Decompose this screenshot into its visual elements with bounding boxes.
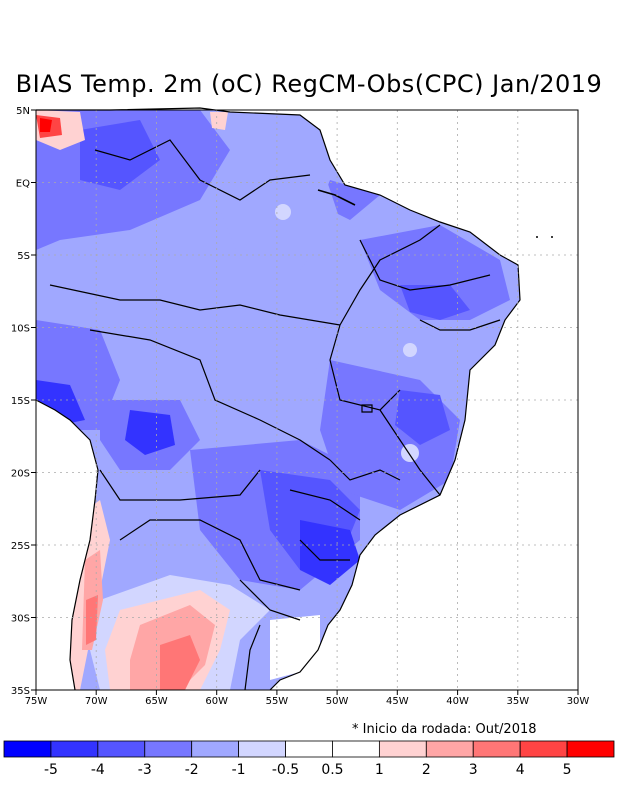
lon-label: 50W [326, 696, 349, 707]
island-marker [551, 236, 553, 238]
colorbar-swatch [144, 740, 193, 758]
lat-label: 35S [11, 686, 30, 697]
colorbar-swatch [285, 740, 333, 758]
colorbar-labels: -5 -4 -3 -2 -1 -0.5 0.5 1 2 3 4 5 [44, 762, 572, 778]
lon-label: 55W [266, 696, 289, 707]
colorbar-swatch [238, 740, 286, 758]
map-title: BIAS Temp. 2m (oC) RegCM-Obs(CPC) Jan/20… [15, 70, 603, 98]
lat-label: 10S [11, 324, 30, 335]
colorbar-label: -4 [91, 762, 105, 778]
lat-label: 30S [11, 614, 30, 625]
lon-label: 75W [25, 696, 48, 707]
colorbar-label: 5 [563, 762, 572, 778]
colorbar-swatch [472, 740, 521, 758]
colorbar-swatch [425, 740, 474, 758]
colorbar-swatch [378, 740, 427, 758]
colorbar-swatch [519, 740, 568, 758]
colorbar-label: 4 [516, 762, 525, 778]
frame-ticks [31, 109, 579, 695]
lon-labels: 75W 70W 65W 60W 55W 50W 45W 40W 35W 30W [25, 696, 590, 707]
colorbar-label: -0.5 [272, 762, 299, 778]
colorbar-label: 1 [375, 762, 384, 778]
lat-label: EQ [16, 179, 30, 190]
colorbar-label: 3 [469, 762, 478, 778]
colorbar-label: -5 [44, 762, 58, 778]
gridlines [36, 110, 578, 690]
lat-label: 5N [16, 106, 30, 117]
colorbar-label: 2 [422, 762, 431, 778]
colorbar-swatch [191, 740, 240, 758]
colorbar-swatch [332, 740, 380, 758]
colorbar-label: -2 [185, 762, 199, 778]
colorbar-swatch [3, 740, 52, 758]
lon-label: 45W [386, 696, 409, 707]
lat-label: 15S [11, 396, 30, 407]
country-borders [35, 107, 521, 691]
lat-labels: 5N EQ 5S 10S 15S 20S 25S 30S 35S [11, 106, 30, 697]
colorbar-label: -1 [232, 762, 246, 778]
lon-label: 60W [205, 696, 228, 707]
lat-label: 25S [11, 541, 30, 552]
lon-label: 40W [446, 696, 469, 707]
lat-label: 20S [11, 469, 30, 480]
lat-label: 5S [17, 251, 30, 262]
lon-label: 35W [506, 696, 529, 707]
lon-label: 65W [145, 696, 168, 707]
colorbar-label: -3 [138, 762, 152, 778]
colorbar [3, 740, 615, 758]
colorbar-swatch [50, 740, 99, 758]
lon-label: 70W [85, 696, 108, 707]
colorbar-label: 0.5 [321, 762, 343, 778]
run-start-note: * Inicio da rodada: Out/2018 [352, 722, 537, 737]
colorbar-swatch [566, 740, 615, 758]
island-marker [536, 236, 538, 238]
lon-label: 30W [567, 696, 590, 707]
colorbar-swatch [97, 740, 146, 758]
